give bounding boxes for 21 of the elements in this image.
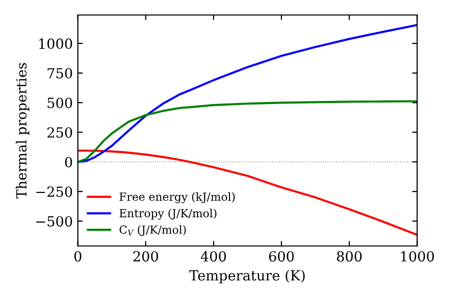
legend-label: C$_{V}$ (J/K/mol) [120,225,186,236]
y-tick-label: −250 [36,186,72,197]
line-series [78,150,418,236]
x-tick-label: 400 [200,251,226,262]
y-tick-label: 1000 [39,38,72,49]
legend-label: Free energy (kJ/mol) [120,192,235,204]
legend-label: Entropy (J/K/mol) [120,208,216,220]
x-tick-label: 1000 [401,251,434,262]
x-tick-label: 0 [74,251,82,262]
line-series [78,24,418,163]
y-tick-label: −500 [36,216,72,227]
x-tick-label: 800 [336,251,362,262]
x-tick-label: 600 [269,251,294,262]
y-axis-title: Thermal properties [16,63,30,199]
line-series [78,100,418,163]
y-tick-label: 250 [47,127,72,138]
x-axis-title: Temperature (K) [189,270,305,284]
x-tick-label: 200 [133,251,158,262]
y-tick-label: 500 [48,98,72,108]
y-tick-label: 0 [65,156,72,168]
y-tick-label: 750 [48,68,72,79]
